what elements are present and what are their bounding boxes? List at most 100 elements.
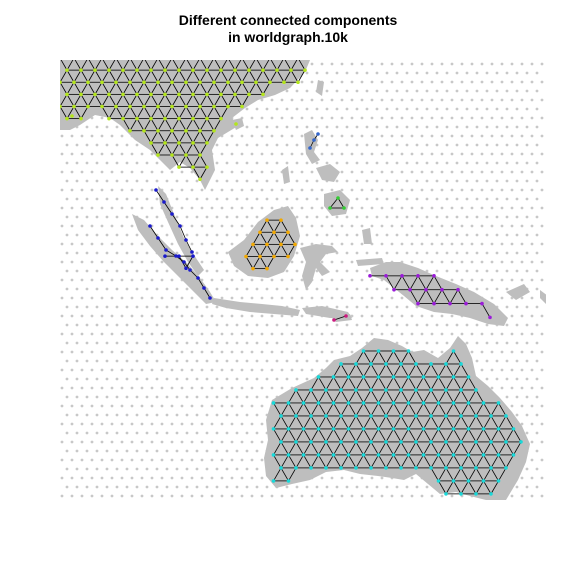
sea-point: [100, 116, 104, 120]
sea-point: [530, 80, 534, 84]
sea-point: [65, 395, 69, 399]
sea-point: [110, 368, 114, 372]
australia-component-edge: [460, 389, 469, 404]
sea-point: [360, 116, 364, 120]
malay-peninsula-component-edge: [163, 201, 173, 215]
sea-point: [70, 170, 74, 174]
australia-component-edge: [460, 376, 469, 391]
australia-component-edge: [295, 402, 304, 417]
sea-point: [225, 197, 229, 201]
sea-point: [170, 422, 174, 426]
sea-point: [455, 197, 459, 201]
asia-mainland-component-edge: [213, 94, 222, 107]
sea-point: [115, 449, 119, 453]
australia-component-edge: [280, 467, 289, 482]
asia-mainland-component-edge: [283, 69, 292, 83]
sea-point: [380, 116, 384, 120]
australia-component-edge: [475, 428, 484, 443]
sea-point: [370, 332, 374, 336]
sea-point: [115, 323, 119, 327]
asia-mainland-component-edge: [157, 142, 166, 156]
sea-point: [110, 494, 114, 498]
asia-mainland-component-edge: [150, 130, 159, 144]
sea-point: [170, 494, 174, 498]
sea-point: [275, 341, 279, 345]
sea-point: [175, 413, 179, 417]
sea-point: [100, 314, 104, 318]
asia-mainland-component-edge: [115, 69, 124, 83]
sea-point: [340, 350, 344, 354]
sea-point: [60, 314, 64, 318]
sea-point: [495, 233, 499, 237]
sea-point: [210, 332, 214, 336]
borneo-component-edge: [280, 232, 289, 245]
sea-point: [210, 350, 214, 354]
australia-component-node: [331, 401, 336, 405]
sea-point: [375, 305, 379, 309]
timor-component-node: [344, 314, 348, 318]
sea-point: [385, 161, 389, 165]
sea-point: [145, 377, 149, 381]
new-guinea-component-node: [400, 274, 404, 278]
sea-point: [405, 485, 409, 489]
australia-component-edge: [325, 402, 334, 417]
sea-point: [165, 395, 169, 399]
sea-point: [130, 152, 134, 156]
sea-point: [235, 359, 239, 363]
sea-point: [455, 233, 459, 237]
sea-point: [535, 485, 539, 489]
sea-point: [455, 71, 459, 75]
australia-component-edge: [483, 415, 492, 430]
borneo-component-node: [265, 242, 269, 247]
sea-point: [75, 215, 79, 219]
sea-point: [270, 296, 274, 300]
sea-point: [405, 125, 409, 129]
sea-point: [255, 161, 259, 165]
australia-component-edge: [348, 363, 357, 378]
asia-mainland-component-edge: [66, 82, 75, 95]
australia-component-node: [339, 440, 343, 444]
new-guinea-component-edge: [385, 275, 395, 290]
asia-mainland-component-edge: [213, 106, 222, 119]
sea-point: [495, 287, 499, 291]
sea-point: [500, 206, 504, 210]
sea-point: [380, 80, 384, 84]
australia-component-edge: [423, 428, 432, 443]
sea-point: [65, 359, 69, 363]
sea-point: [540, 332, 544, 336]
sea-point: [355, 485, 359, 489]
australia-component-node: [406, 453, 411, 457]
sea-point: [410, 134, 414, 138]
sea-point: [95, 215, 99, 219]
sea-point: [270, 134, 274, 138]
australia-component-edge: [363, 363, 372, 378]
sea-point: [135, 341, 139, 345]
sea-point: [480, 62, 484, 66]
sea-point: [100, 206, 104, 210]
sea-point: [300, 116, 304, 120]
sea-point: [405, 143, 409, 147]
sea-point: [450, 188, 454, 192]
sea-point: [240, 332, 244, 336]
sea-point: [110, 242, 114, 246]
australia-component-edge: [370, 402, 379, 417]
sea-point: [185, 449, 189, 453]
sea-point: [185, 305, 189, 309]
sea-point: [475, 107, 479, 111]
sea-point: [185, 431, 189, 435]
sea-point: [430, 332, 434, 336]
sea-point: [525, 305, 529, 309]
asia-mainland-component-edge: [80, 82, 89, 95]
asia-mainland-component-node: [212, 56, 216, 60]
sea-point: [400, 314, 404, 318]
sea-point: [470, 188, 474, 192]
sea-point: [495, 215, 499, 219]
asia-mainland-component-node: [65, 116, 69, 121]
borneo-component-node: [258, 254, 262, 259]
sea-point: [450, 62, 454, 66]
asia-mainland-component-node: [156, 128, 160, 133]
australia-component-edge: [370, 454, 379, 469]
sea-point: [520, 296, 524, 300]
asia-mainland-component-edge: [143, 130, 152, 144]
sea-point: [220, 170, 224, 174]
